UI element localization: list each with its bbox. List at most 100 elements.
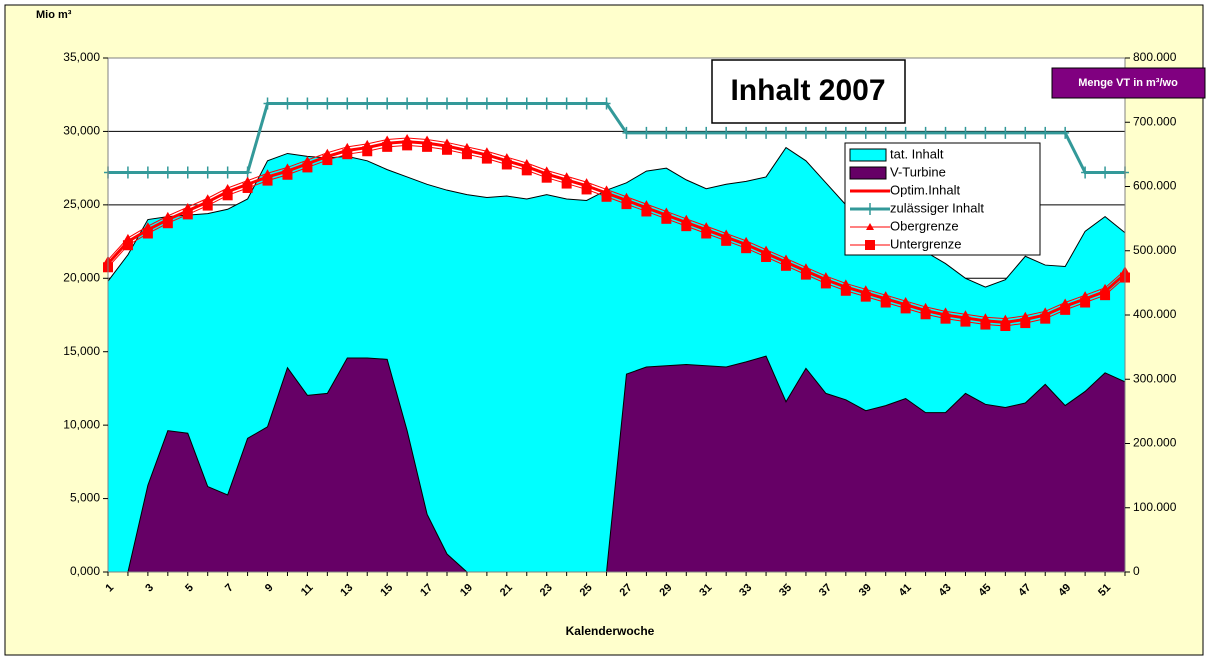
- marker: [283, 97, 292, 110]
- y-tick-label: 15,000: [63, 344, 100, 358]
- marker: [742, 126, 751, 139]
- marker: [501, 159, 512, 170]
- marker: [1100, 290, 1111, 301]
- marker: [383, 135, 392, 143]
- marker: [641, 206, 652, 217]
- marker: [960, 316, 971, 327]
- marker: [1101, 166, 1110, 179]
- marker: [722, 229, 731, 237]
- area: [108, 355, 1126, 573]
- marker: [342, 149, 353, 160]
- line: [107, 137, 1126, 320]
- marker: [243, 166, 252, 179]
- y2-tick-label: 800.000: [1133, 50, 1177, 64]
- marker: [502, 97, 511, 110]
- marker: [323, 97, 332, 110]
- marker: [901, 126, 910, 139]
- marker: [582, 178, 591, 186]
- marker: [482, 147, 491, 155]
- marker: [263, 169, 272, 177]
- y-tick-label: 20,000: [63, 270, 100, 284]
- marker: [682, 126, 691, 139]
- marker: [123, 233, 132, 241]
- marker: [522, 97, 531, 110]
- marker: [820, 278, 831, 289]
- marker: [622, 126, 631, 139]
- marker: [1021, 126, 1030, 139]
- marker: [662, 207, 671, 215]
- marker: [601, 191, 612, 202]
- marker: [1000, 321, 1011, 332]
- marker: [941, 307, 950, 315]
- y-tick-label: 10,000: [63, 417, 100, 431]
- marker: [362, 146, 373, 157]
- marker: [1041, 126, 1050, 139]
- legend-label: V-Turbine: [890, 164, 946, 179]
- marker: [940, 313, 951, 324]
- marker: [382, 141, 393, 152]
- marker: [1061, 126, 1070, 139]
- marker: [541, 172, 552, 183]
- marker: [462, 142, 471, 150]
- marker: [343, 142, 352, 150]
- marker: [143, 222, 152, 230]
- marker: [1081, 166, 1090, 179]
- y2-tick-label: 700.000: [1133, 114, 1177, 128]
- marker: [921, 302, 930, 310]
- marker: [283, 163, 292, 171]
- legend-marker: [865, 240, 875, 250]
- marker: [701, 228, 712, 239]
- marker: [681, 221, 692, 232]
- marker: [443, 138, 451, 146]
- marker: [203, 194, 212, 202]
- marker: [363, 139, 372, 147]
- line: [106, 140, 1126, 324]
- marker: [880, 297, 891, 308]
- marker: [562, 172, 571, 180]
- marker: [522, 159, 531, 167]
- marker: [521, 165, 532, 176]
- marker: [123, 166, 132, 179]
- marker: [961, 310, 970, 318]
- marker: [561, 178, 572, 189]
- marker: [1060, 304, 1071, 315]
- marker: [263, 97, 272, 110]
- marker: [840, 285, 851, 296]
- marker: [542, 166, 551, 174]
- marker: [602, 185, 611, 193]
- marker: [881, 291, 890, 299]
- legend-label: Obergrenze: [890, 218, 959, 233]
- y2-axis-title: Menge VT in m³/wo: [1078, 77, 1178, 89]
- marker: [183, 166, 192, 179]
- marker: [1041, 307, 1050, 315]
- marker: [422, 141, 433, 152]
- marker: [423, 135, 432, 143]
- marker: [481, 153, 492, 164]
- marker: [801, 126, 810, 139]
- y-tick-label: 35,000: [63, 50, 100, 64]
- marker: [363, 97, 372, 110]
- marker: [622, 192, 631, 200]
- y2-tick-label: 500.000: [1133, 243, 1177, 257]
- marker: [702, 222, 711, 230]
- marker: [1001, 314, 1010, 322]
- title-box: [711, 59, 906, 124]
- marker: [1081, 291, 1090, 299]
- y2-tick-label: 200.000: [1133, 436, 1177, 450]
- marker: [722, 126, 731, 139]
- marker: [762, 245, 771, 253]
- marker: [302, 162, 313, 173]
- marker: [602, 97, 611, 110]
- marker: [242, 182, 253, 193]
- marker: [1021, 311, 1030, 319]
- marker: [303, 156, 312, 164]
- marker: [443, 97, 451, 110]
- marker: [303, 97, 312, 110]
- marker: [921, 126, 930, 139]
- y2-tick-label: 600.000: [1133, 179, 1177, 193]
- marker: [542, 97, 551, 110]
- marker: [801, 263, 810, 271]
- marker: [202, 200, 213, 211]
- marker: [122, 240, 133, 251]
- marker: [781, 260, 791, 271]
